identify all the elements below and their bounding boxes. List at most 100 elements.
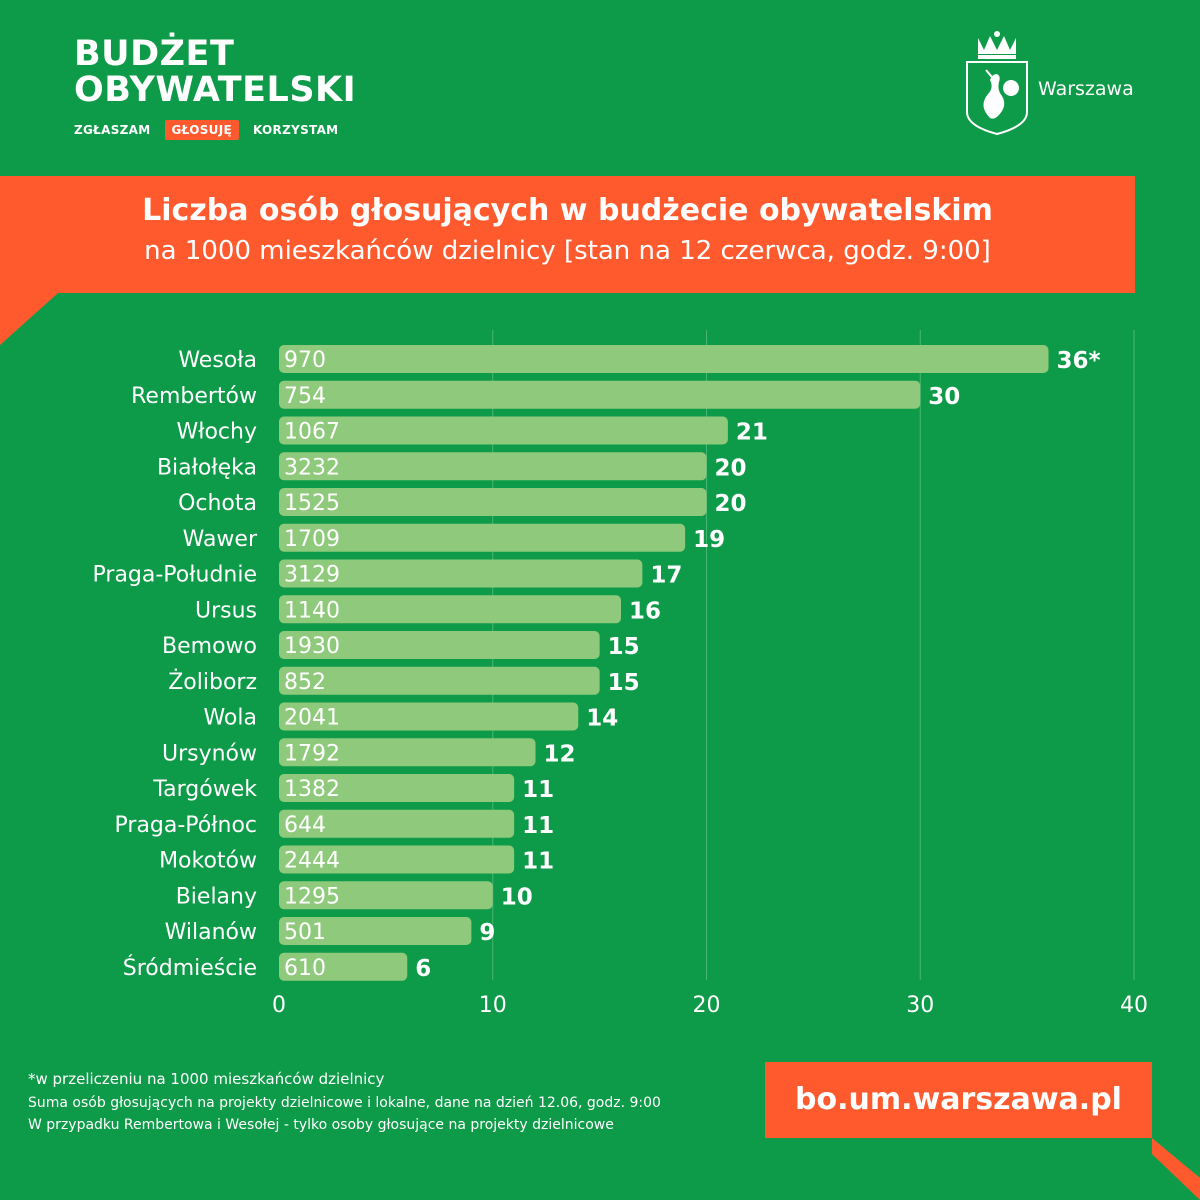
category-label: Żoliborz (168, 669, 257, 695)
bar-inner-label: 1709 (284, 527, 340, 552)
bar-inner-label: 1382 (284, 777, 340, 802)
category-label: Włochy (176, 420, 257, 445)
bar-inner-label: 754 (284, 384, 326, 409)
x-tick-label: 30 (906, 993, 934, 1018)
bar-inner-label: 610 (284, 956, 326, 981)
bar-inner-label: 2444 (284, 849, 340, 874)
brand-title: BUDŻET OBYWATELSKI (74, 36, 356, 108)
footnotes: *w przeliczeniu na 1000 mieszkańców dzie… (28, 1068, 661, 1136)
value-label: 16 (629, 598, 661, 624)
value-label: 11 (522, 849, 554, 875)
bar (279, 488, 707, 516)
value-label: 12 (544, 741, 576, 767)
bar (279, 917, 472, 945)
banner-fold-decoration (0, 293, 58, 345)
value-label: 15 (608, 634, 640, 660)
category-label: Wesoła (178, 348, 257, 373)
warsaw-crest-icon (966, 31, 1028, 136)
value-label: 6 (415, 956, 431, 982)
bar-inner-label: 1525 (284, 491, 340, 516)
brand-logo: BUDŻET OBYWATELSKI ZGŁASZAM GŁOSUJĘ KORZ… (74, 36, 356, 140)
bar (279, 559, 643, 588)
value-label: 9 (479, 920, 495, 946)
category-label: Mokotów (159, 849, 257, 874)
bar (279, 416, 728, 445)
value-label: 11 (522, 777, 554, 803)
bar-inner-label: 1067 (284, 420, 340, 445)
value-label: 14 (586, 706, 618, 732)
value-label: 11 (522, 813, 554, 839)
brand-title-line1: BUDŻET (74, 34, 235, 74)
bar (279, 809, 515, 838)
bar-inner-label: 2041 (284, 706, 340, 731)
bar (279, 631, 600, 659)
category-label: Wawer (183, 527, 258, 552)
city-name: Warszawa (1038, 78, 1134, 100)
bar (279, 452, 707, 481)
chart-subtitle: na 1000 mieszkańców dzielnicy [stan na 1… (144, 236, 991, 266)
x-tick-label: 0 (272, 993, 286, 1018)
value-label: 21 (736, 420, 768, 446)
bar-inner-label: 644 (284, 813, 326, 838)
value-label: 15 (608, 670, 640, 696)
footnote-asterisk: *w przeliczeniu na 1000 mieszkańców dzie… (28, 1070, 385, 1088)
category-label: Ursynów (162, 741, 257, 766)
category-label: Bemowo (162, 634, 257, 659)
category-label: Ursus (195, 598, 257, 623)
bar (279, 345, 1049, 373)
bar-inner-label: 970 (284, 348, 326, 373)
category-label: Wilanów (165, 920, 257, 945)
bar (279, 380, 921, 409)
bar-inner-label: 1140 (284, 598, 340, 623)
bar-inner-label: 852 (284, 670, 326, 695)
category-label: Targówek (152, 777, 257, 802)
brand-title-line2: OBYWATELSKI (74, 70, 357, 110)
chart-title-banner: Liczba osób głosujących w budżecie obywa… (0, 176, 1135, 293)
x-tick-label: 10 (479, 993, 507, 1018)
tag-glosuje: GŁOSUJĘ (164, 120, 239, 140)
x-tick-label: 40 (1120, 993, 1148, 1018)
bar-inner-label: 3129 (284, 563, 340, 588)
value-label: 17 (650, 563, 682, 589)
brand-tags: ZGŁASZAM GŁOSUJĘ KORZYSTAM (74, 120, 356, 140)
category-label: Praga-Południe (93, 563, 257, 588)
category-label: Ochota (178, 491, 257, 516)
bar (279, 774, 515, 802)
bar (279, 666, 600, 695)
category-label: Wola (203, 706, 257, 731)
bar (279, 738, 536, 767)
bar (279, 845, 515, 874)
footnote-sum: Suma osób głosujących na projekty dzieln… (28, 1095, 661, 1111)
category-label: Bielany (176, 884, 257, 909)
bar (279, 595, 621, 624)
x-tick-label: 20 (693, 993, 721, 1018)
tag-korzystam: KORZYSTAM (253, 123, 339, 137)
value-label: 20 (715, 455, 747, 481)
bar-chart: Wesoła 970 36* Rembertów 754 30 Włochy 1067 21 Bi… (93, 330, 1148, 1018)
value-label: 30 (928, 384, 960, 410)
chart-title: Liczba osób głosujących w budżecie obywa… (142, 193, 993, 228)
category-label: Białołęka (157, 455, 257, 480)
bar-inner-label: 3232 (284, 455, 340, 480)
category-label: Rembertów (131, 384, 257, 409)
url-fold-decoration (1152, 1138, 1200, 1200)
chart-bars: Wesoła 970 36* Rembertów 754 30 Włochy 1067 21 Bi… (93, 345, 1101, 982)
value-label: 36* (1057, 348, 1101, 374)
bar-inner-label: 1930 (284, 634, 340, 659)
bar-inner-label: 1792 (284, 741, 340, 766)
website-link[interactable]: bo.um.warszawa.pl (765, 1062, 1152, 1138)
footnote-districts: W przypadku Rembertowa i Wesołej - tylko… (28, 1117, 614, 1133)
bar (279, 952, 408, 981)
bar (279, 881, 493, 910)
category-label: Śródmieście (123, 955, 257, 981)
bar (279, 702, 579, 731)
bar-inner-label: 501 (284, 920, 326, 945)
bar (279, 523, 686, 552)
value-label: 10 (501, 884, 533, 910)
bar-inner-label: 1295 (284, 884, 340, 909)
value-label: 19 (693, 527, 725, 553)
value-label: 20 (715, 491, 747, 517)
category-label: Praga-Północ (115, 813, 257, 838)
x-axis: 0 10 20 30 40 (272, 993, 1148, 1018)
tag-zglaszam: ZGŁASZAM (74, 123, 151, 137)
